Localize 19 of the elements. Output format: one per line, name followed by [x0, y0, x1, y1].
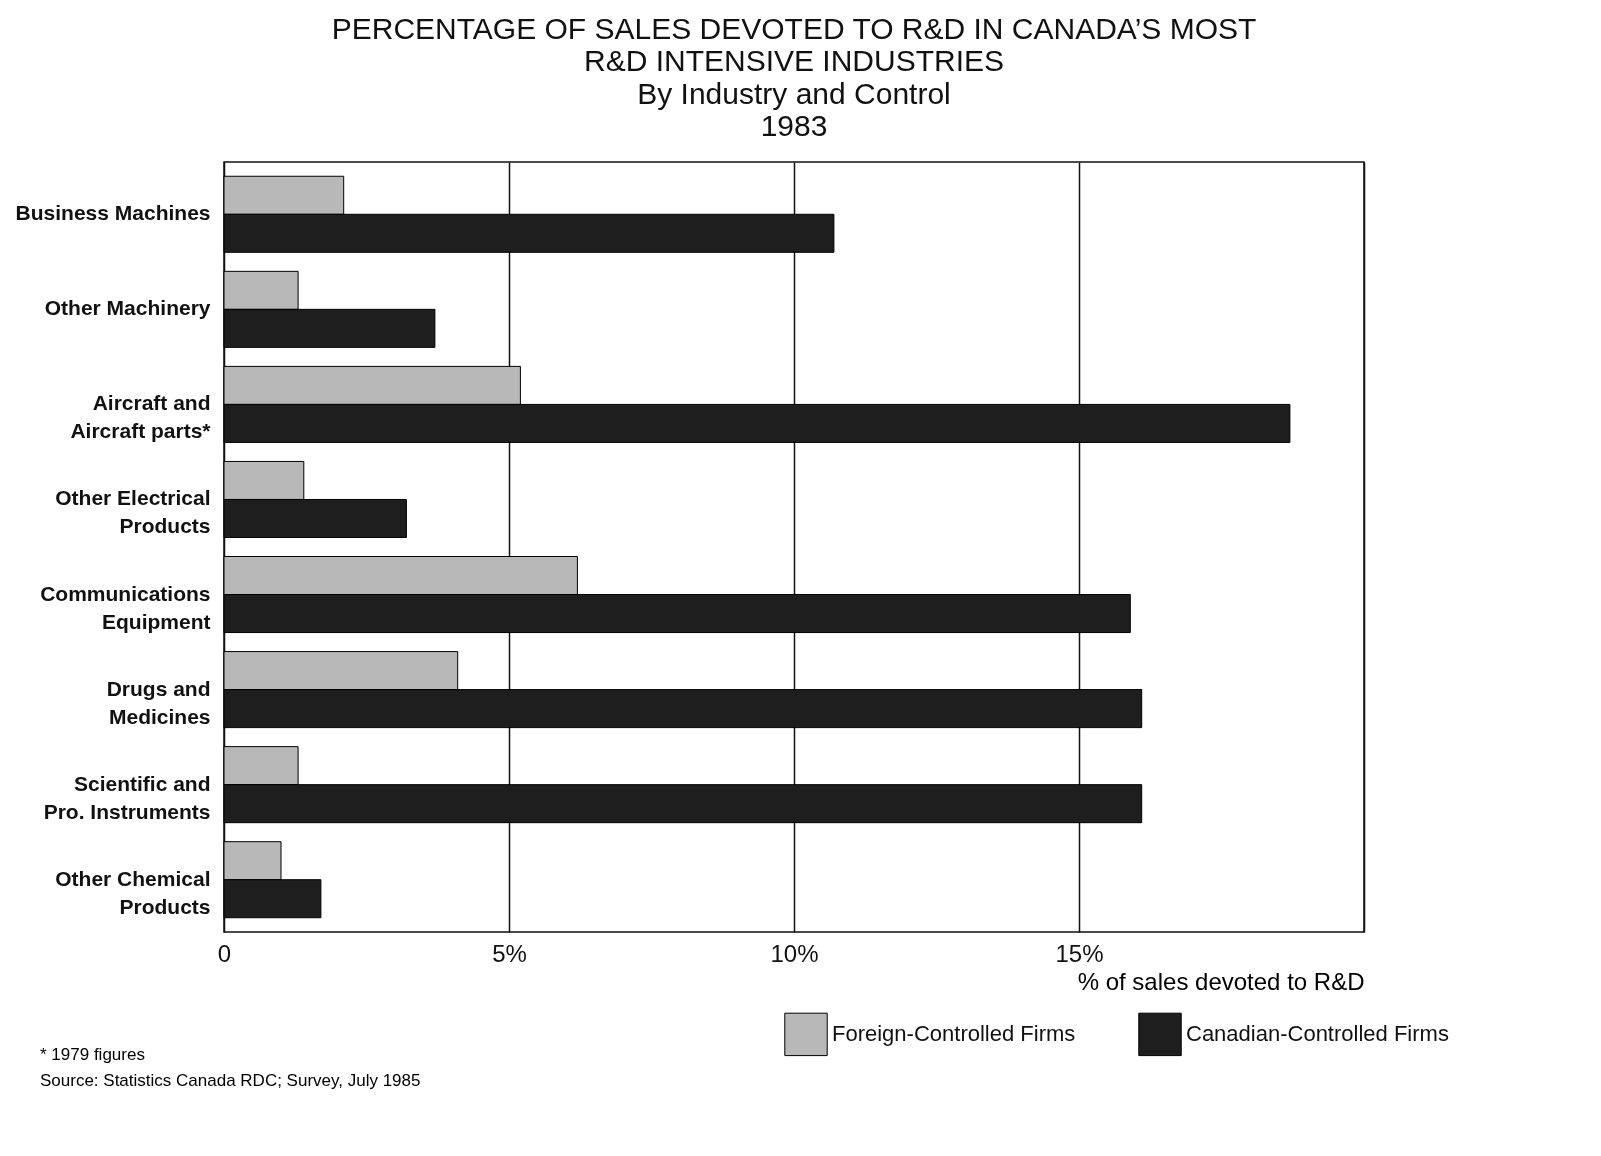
- x-axis-title: % of sales devoted to R&D: [1077, 967, 1365, 995]
- y-tick-label: Communications Equipment: [40, 581, 211, 633]
- y-tick-label: Scientific and Pro. Instruments: [43, 771, 211, 823]
- legend-label: Canadian-Controlled Firms: [1186, 1021, 1449, 1047]
- y-tick-label: Other Machinery: [44, 296, 211, 320]
- chart-subtitle: By Industry and Control 1983: [637, 77, 951, 142]
- chart-title: PERCENTAGE OF SALES DEVOTED TO R&D IN CANADA’S MOST R&D INTENSIVE INDUSTRIES: [331, 12, 1257, 77]
- x-tick-label: 15%: [1055, 939, 1104, 967]
- y-tick-label: Other Chemical Products: [55, 866, 211, 918]
- y-tick-label: Other Electrical Products: [55, 486, 211, 538]
- y-tick-label: Aircraft and Aircraft parts*: [70, 391, 212, 443]
- x-tick-label: 5%: [492, 939, 527, 967]
- x-tick-label: 10%: [770, 939, 819, 967]
- x-tick-label: 0: [217, 939, 232, 967]
- text: * 1979 figures: [40, 1045, 146, 1065]
- source-note: Source: Statistics Canada RDC; Survey, July 1985: [40, 1071, 422, 1091]
- y-tick-label: Business Machines: [15, 201, 211, 225]
- y-tick-label: Drugs and Medicines: [106, 676, 211, 728]
- legend-label: Foreign-Controlled Firms: [832, 1021, 1076, 1047]
